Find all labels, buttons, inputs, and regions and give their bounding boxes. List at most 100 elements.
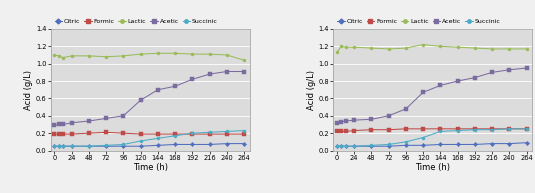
Formic (506, 128, 513, 130)
Succinic (172, 135, 178, 137)
Lactic (103, 56, 109, 58)
Acetic (51, 124, 58, 127)
Succinic (56, 145, 62, 147)
Succinic (437, 130, 444, 133)
Succinic (454, 130, 461, 132)
Succinic (342, 145, 349, 147)
Citric (68, 145, 75, 147)
Succinic (506, 128, 513, 130)
Line: Citric: Citric (53, 142, 246, 148)
Lactic (68, 55, 75, 57)
Acetic (207, 73, 213, 75)
Citric (489, 142, 495, 145)
Citric (207, 143, 213, 146)
Lactic (523, 48, 530, 50)
Acetic (385, 115, 392, 117)
Lactic (489, 48, 495, 50)
Citric (385, 145, 392, 147)
Citric (523, 142, 530, 144)
Acetic (351, 119, 357, 121)
Lactic (207, 53, 213, 55)
Formic (368, 129, 374, 131)
Line: Citric: Citric (335, 141, 528, 148)
Citric (506, 142, 513, 145)
Formic (68, 133, 75, 135)
Acetic (120, 115, 127, 117)
Formic (120, 132, 127, 134)
Acetic (472, 76, 478, 79)
Lactic (420, 43, 426, 46)
Formic (454, 128, 461, 130)
Succinic (120, 143, 127, 146)
Formic (137, 133, 144, 135)
Succinic (155, 137, 161, 140)
Formic (172, 133, 178, 135)
Citric (103, 145, 109, 147)
Succinic (224, 130, 230, 133)
Acetic (224, 70, 230, 73)
Y-axis label: Acid (g/L): Acid (g/L) (307, 70, 316, 110)
Lactic (338, 45, 345, 47)
Citric (189, 143, 195, 146)
Acetic (155, 89, 161, 91)
Lactic (56, 55, 62, 57)
Lactic (224, 54, 230, 56)
Lactic (506, 48, 513, 50)
Formic (56, 133, 62, 135)
Lactic (351, 46, 357, 48)
Lactic (51, 54, 58, 56)
Citric (342, 145, 349, 147)
Formic (351, 130, 357, 132)
Lactic (155, 52, 161, 54)
Acetic (334, 122, 340, 124)
Acetic (137, 99, 144, 101)
Lactic (137, 53, 144, 55)
Succinic (137, 140, 144, 142)
Citric (338, 145, 345, 147)
Citric (420, 144, 426, 146)
Line: Formic: Formic (53, 131, 246, 135)
Acetic (523, 67, 530, 69)
Citric (403, 144, 409, 146)
Citric (60, 145, 66, 147)
Succinic (60, 145, 66, 147)
Acetic (189, 78, 195, 80)
Succinic (103, 144, 109, 146)
Acetic (420, 91, 426, 94)
Citric (224, 142, 230, 145)
Succinic (472, 129, 478, 131)
Acetic (172, 85, 178, 87)
Acetic (56, 123, 62, 126)
Formic (342, 130, 349, 133)
Y-axis label: Acid (g/L): Acid (g/L) (24, 70, 33, 110)
Lactic (241, 59, 247, 61)
Line: Lactic: Lactic (53, 52, 246, 62)
Succinic (403, 141, 409, 143)
X-axis label: Time (h): Time (h) (415, 163, 450, 173)
Formic (155, 133, 161, 135)
Line: Acetic: Acetic (335, 67, 528, 124)
Citric (155, 144, 161, 146)
Legend: Citric, Formic, Lactic, Acetic, Succinic: Citric, Formic, Lactic, Acetic, Succinic (54, 18, 218, 25)
Succinic (368, 144, 374, 146)
Citric (472, 143, 478, 146)
Citric (454, 143, 461, 146)
Lactic (342, 46, 349, 48)
Formic (241, 133, 247, 135)
Formic (420, 128, 426, 130)
Formic (189, 133, 195, 135)
Legend: Citric, Formic, Lactic, Acetic, Succinic: Citric, Formic, Lactic, Acetic, Succinic (337, 18, 501, 25)
Formic (385, 129, 392, 131)
Citric (51, 145, 58, 147)
Formic (207, 133, 213, 135)
Lactic (334, 51, 340, 54)
Lactic (60, 56, 66, 59)
Succinic (207, 131, 213, 134)
Lactic (385, 48, 392, 50)
Formic (51, 133, 58, 135)
Acetic (454, 80, 461, 82)
Line: Succinic: Succinic (335, 127, 528, 148)
Lactic (472, 47, 478, 49)
X-axis label: Time (h): Time (h) (133, 163, 168, 173)
Acetic (437, 84, 444, 87)
